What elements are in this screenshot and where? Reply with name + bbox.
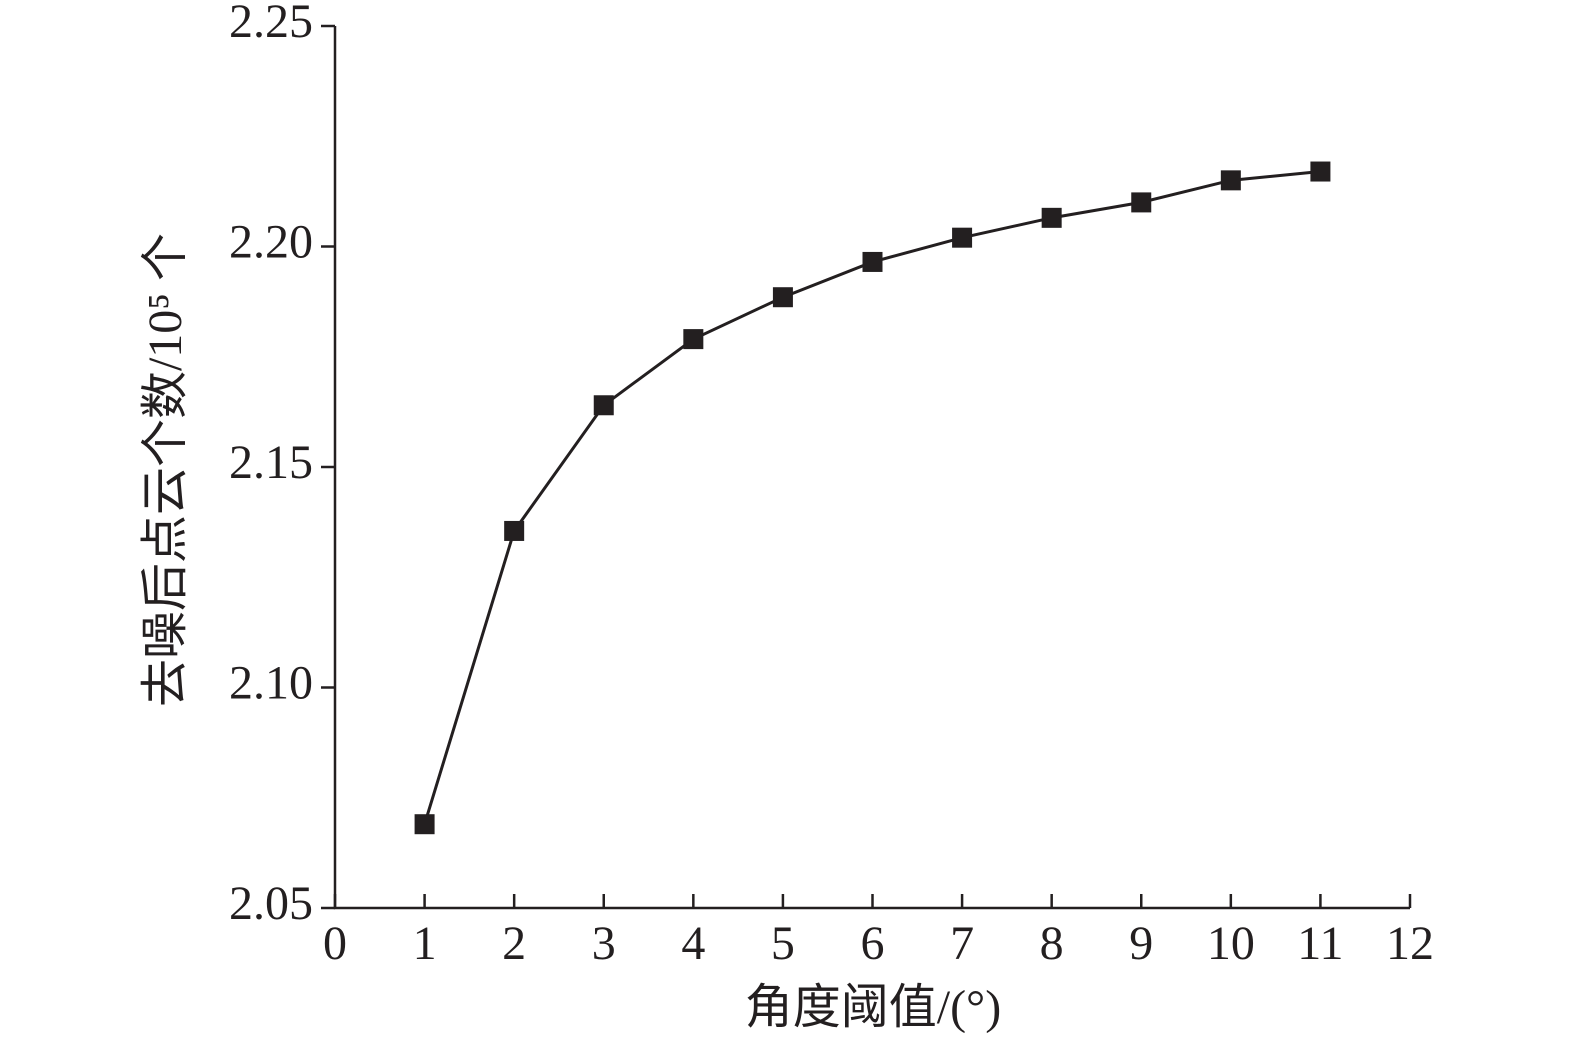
x-tick-label: 2 [502, 917, 526, 970]
x-axis-label: 角度阈值/(°) [745, 981, 1002, 1034]
data-point [952, 227, 973, 248]
x-tick-label: 10 [1207, 917, 1255, 970]
data-point [772, 287, 793, 308]
x-tick-label: 1 [413, 917, 437, 970]
axes [333, 26, 1410, 910]
x-tick-label: 7 [950, 917, 974, 970]
data-point [414, 814, 435, 835]
data-point [1220, 170, 1241, 191]
x-tick-label: 3 [592, 917, 616, 970]
y-tick-label: 2.05 [229, 877, 313, 930]
x-tick-label: 4 [681, 917, 705, 970]
y-tick-label: 2.25 [229, 0, 313, 48]
x-tick-label: 0 [323, 917, 347, 970]
x-tick-label: 8 [1040, 917, 1064, 970]
data-point [504, 520, 525, 541]
data-point [862, 251, 883, 272]
data-point [1310, 161, 1331, 182]
data-point [683, 329, 704, 350]
x-tick-label: 11 [1297, 917, 1343, 970]
y-tick-label: 2.15 [229, 436, 313, 489]
x-tick-label: 6 [861, 917, 885, 970]
data-point [1041, 207, 1062, 228]
data-point [1131, 192, 1152, 213]
y-axis-label: 去噪后点云个数/10⁵ 个 [139, 233, 192, 707]
x-tick-label: 12 [1386, 917, 1434, 970]
x-tick-label: 9 [1129, 917, 1153, 970]
y-tick-label: 2.20 [229, 216, 313, 269]
data-point [593, 395, 614, 416]
x-tick-label: 5 [771, 917, 795, 970]
y-tick-label: 2.10 [229, 657, 313, 710]
